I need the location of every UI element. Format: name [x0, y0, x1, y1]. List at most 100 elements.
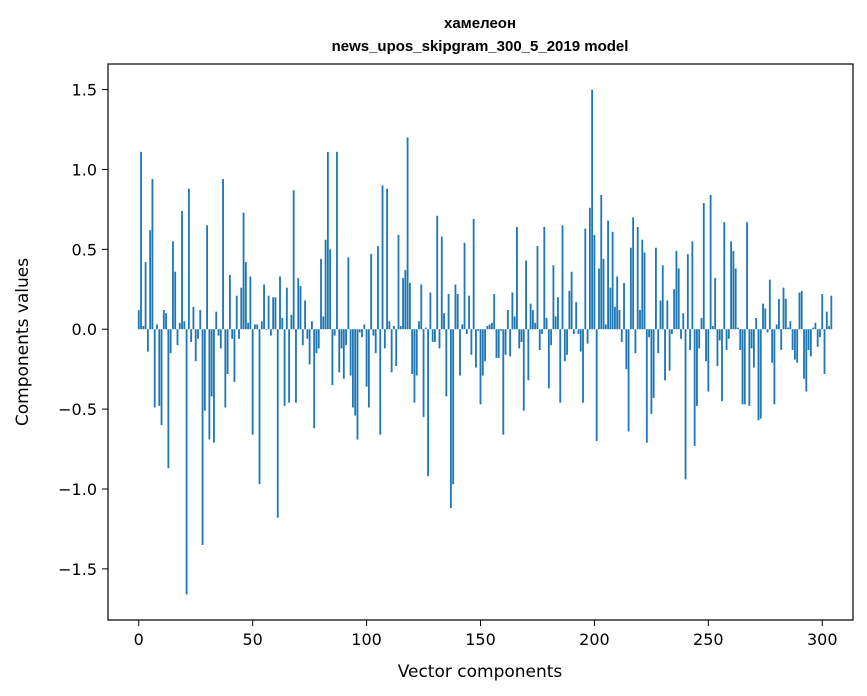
bar-3 [144, 262, 147, 330]
bar-253 [714, 278, 717, 330]
bar-22 [187, 188, 190, 330]
bar-252 [711, 326, 714, 330]
bar-153 [486, 326, 489, 330]
bar-63 [281, 318, 284, 330]
bar-118 [406, 137, 409, 330]
bar-226 [652, 329, 655, 398]
bar-301 [823, 329, 826, 374]
bar-81 [322, 316, 325, 330]
bar-230 [661, 265, 664, 330]
bar-133 [440, 236, 443, 330]
bar-292 [803, 329, 805, 379]
bar-173 [531, 310, 534, 330]
bar-152 [484, 329, 486, 362]
bar-116 [402, 278, 404, 330]
bar-102 [370, 254, 373, 330]
bar-59 [272, 297, 275, 330]
bar-221 [641, 239, 644, 330]
bar-62 [279, 276, 281, 330]
bar-303 [828, 326, 830, 330]
bar-179 [545, 318, 548, 330]
bar-265 [741, 329, 744, 405]
bar-125 [422, 329, 425, 418]
bar-33 [213, 329, 215, 443]
bar-66 [288, 329, 291, 403]
bar-242 [689, 329, 692, 350]
bar-109 [386, 188, 388, 330]
bar-37 [222, 179, 224, 330]
bar-34 [215, 311, 218, 330]
bar-248 [702, 203, 705, 330]
bar-291 [800, 290, 803, 330]
bar-233 [668, 329, 671, 371]
bar-300 [821, 294, 824, 330]
bar-4 [146, 329, 149, 352]
bar-98 [361, 329, 363, 338]
bar-84 [329, 249, 332, 330]
bar-8 [156, 324, 158, 330]
bar-94 [352, 329, 354, 408]
bar-166 [516, 226, 518, 330]
bar-85 [331, 329, 334, 386]
bar-100 [365, 329, 368, 387]
bar-47 [244, 262, 247, 330]
bar-164 [511, 292, 514, 330]
bar-23 [190, 329, 193, 342]
bar-76 [311, 321, 313, 330]
bar-177 [541, 329, 543, 335]
bar-65 [285, 287, 288, 330]
bar-12 [165, 313, 168, 330]
bar-176 [538, 329, 541, 350]
bar-21 [185, 329, 188, 595]
bar-286 [789, 321, 792, 330]
bar-215 [627, 329, 630, 432]
bar-274 [762, 303, 764, 330]
bar-43 [235, 295, 238, 330]
bar-139 [454, 284, 457, 330]
bar-263 [737, 327, 739, 330]
bar-204 [602, 258, 605, 330]
bar-188 [566, 329, 568, 355]
bar-101 [367, 329, 370, 408]
plot-frame [107, 63, 854, 621]
bar-266 [743, 329, 746, 405]
bar-50 [251, 329, 254, 435]
x-tick-label-0: 0 [134, 630, 144, 649]
y-tick-label-1: −1.0 [58, 480, 97, 499]
bar-52 [256, 324, 259, 330]
bar-206 [607, 220, 609, 330]
bar-55 [263, 284, 265, 330]
bar-113 [395, 329, 398, 366]
bar-212 [620, 329, 623, 342]
bar-67 [290, 314, 293, 330]
bar-171 [527, 329, 530, 381]
bar-117 [404, 270, 407, 330]
bar-119 [408, 282, 411, 330]
bar-74 [306, 329, 309, 339]
bar-196 [584, 228, 587, 330]
x-tick-label-200: 200 [579, 630, 610, 649]
chart-title: хамелеон [444, 15, 516, 32]
bar-268 [748, 329, 751, 406]
bar-185 [559, 329, 562, 403]
bar-304 [830, 295, 833, 330]
bar-5 [149, 230, 152, 330]
bar-282 [780, 329, 783, 350]
bar-126 [424, 327, 427, 330]
bar-160 [502, 329, 505, 435]
bar-174 [534, 322, 537, 330]
bar-38 [224, 329, 227, 408]
bar-181 [550, 329, 553, 346]
bar-205 [604, 324, 607, 330]
bar-193 [577, 329, 580, 335]
bar-161 [504, 329, 507, 355]
bar-138 [452, 329, 455, 485]
bar-224 [648, 329, 650, 338]
y-tick-label-0: −1.5 [58, 560, 97, 579]
bar-283 [782, 287, 785, 330]
bar-121 [413, 329, 416, 403]
bar-269 [750, 329, 753, 349]
bar-137 [449, 329, 452, 509]
bar-271 [755, 318, 758, 330]
